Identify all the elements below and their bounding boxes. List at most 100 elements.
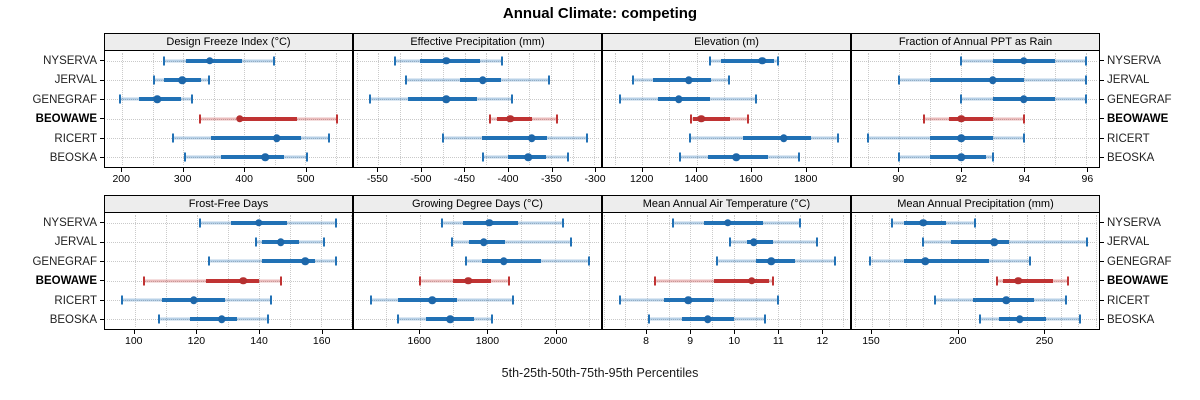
- cap-95th-beowawe: [279, 276, 282, 286]
- gridline: [992, 215, 994, 327]
- gridline: [258, 215, 260, 327]
- gridline: [421, 53, 423, 165]
- gridline: [134, 215, 136, 327]
- cap-95th-genegraf: [191, 94, 194, 104]
- site-label-ricert: RICERT: [54, 132, 97, 145]
- gridline: [756, 215, 757, 327]
- median-dot-jerval: [685, 76, 693, 84]
- cap-95th-ricert: [512, 295, 515, 305]
- x-tick-mark: [734, 330, 736, 334]
- cap-95th-beoska: [267, 314, 270, 324]
- gridline: [832, 53, 834, 165]
- median-dot-jerval: [988, 76, 997, 84]
- gridline: [152, 53, 154, 165]
- row-tick-right: [1100, 98, 1104, 100]
- gridline: [165, 215, 167, 327]
- row-guide-line: [854, 99, 1097, 101]
- cap-5th-genegraf: [464, 256, 467, 266]
- cap-5th-jerval: [897, 75, 900, 85]
- cap-95th-ricert: [586, 133, 589, 143]
- cap-95th-jerval: [548, 75, 551, 85]
- x-tick-mark: [641, 168, 643, 172]
- site-label-beoska: BEOSKA: [1107, 152, 1155, 165]
- cap-95th-ricert: [776, 295, 779, 305]
- row-guide-line: [605, 242, 848, 243]
- median-dot-beoska: [217, 315, 226, 324]
- gridline: [1055, 53, 1057, 165]
- cap-5th-genegraf: [869, 256, 872, 266]
- row-tick-right: [1100, 318, 1104, 320]
- x-tick-label: -450: [453, 173, 475, 185]
- cap-95th-beoska: [798, 152, 801, 162]
- panel-strip-fraction-of-annual-ppt-as-rain: Fraction of Annual PPT as Rain: [851, 33, 1100, 51]
- panel-axis-elevation-m: 1200 1400 1600 1800: [602, 168, 851, 188]
- median-dot-jerval: [480, 238, 488, 246]
- row-guide-line: [356, 300, 599, 301]
- range-25-75-nyserva: [720, 58, 774, 63]
- gridline: [615, 53, 617, 165]
- row-guide-line: [356, 99, 599, 101]
- gridline: [588, 215, 590, 327]
- x-tick-label: -400: [497, 173, 519, 185]
- site-label-genegraf: GENEGRAF: [32, 255, 97, 268]
- row-tick-right: [1100, 299, 1104, 301]
- range-25-75-genegraf: [658, 97, 710, 102]
- gridline: [1078, 215, 1080, 327]
- x-tick-label: -500: [410, 173, 432, 185]
- range-25-75-nyserva: [703, 220, 763, 225]
- gridline: [1043, 215, 1045, 327]
- gridline: [898, 53, 900, 165]
- x-tick-label: 120: [187, 335, 206, 347]
- cap-5th-jerval: [728, 237, 731, 247]
- row-tick-left: [100, 222, 104, 224]
- panel-axis-mean-annual-air-temperature-c: 8 9 10 11 12: [602, 330, 851, 350]
- x-tick-mark: [750, 168, 752, 172]
- gridline: [507, 53, 509, 165]
- site-label-beoska: BEOSKA: [49, 152, 97, 165]
- x-tick-label: -350: [540, 173, 563, 185]
- row-tick-right: [1100, 118, 1104, 120]
- x-tick-mark: [321, 330, 323, 334]
- median-dot-beoska: [732, 153, 741, 162]
- row-guide-line: [107, 80, 350, 81]
- site-label-jerval: JERVAL: [54, 74, 97, 87]
- gridline: [624, 215, 626, 327]
- median-dot-genegraf: [921, 257, 929, 266]
- range-25-75-ricert: [481, 136, 547, 140]
- row-tick-left: [100, 299, 104, 301]
- x-tick-label: 400: [235, 173, 253, 185]
- x-tick-mark: [377, 168, 379, 172]
- median-dot-nyserva: [206, 56, 214, 65]
- row-guide-line: [356, 157, 599, 159]
- cap-95th-genegraf: [587, 256, 590, 266]
- cap-95th-nyserva: [1085, 56, 1088, 66]
- gridline: [734, 215, 736, 327]
- site-labels-left: NYSERVA JERVAL GENEGRAF BEOWAWE RICERT BEOSKA: [0, 213, 104, 330]
- cap-95th-genegraf: [511, 94, 514, 104]
- median-dot-nyserva: [758, 56, 766, 65]
- gridline: [419, 215, 421, 327]
- gridline: [854, 215, 856, 327]
- median-dot-genegraf: [767, 257, 776, 266]
- figure-caption: 5th-25th-50th-75th-95th Percentiles: [501, 366, 699, 380]
- gridline: [940, 215, 942, 327]
- panel-plot-design-freeze-index-c: [100, 51, 353, 168]
- panel-plot-mean-annual-air-temperature-c: [602, 213, 851, 330]
- row-tick-right: [1100, 137, 1104, 139]
- gridline: [642, 53, 644, 165]
- site-label-genegraf: GENEGRAF: [1107, 255, 1172, 268]
- cap-95th-ricert: [1065, 295, 1068, 305]
- median-dot-beowawe: [747, 276, 756, 285]
- x-tick-label: 92: [955, 173, 968, 185]
- cap-95th-beoska: [763, 314, 766, 324]
- cap-5th-ricert: [934, 295, 937, 305]
- gridline: [572, 53, 574, 165]
- cap-5th-beoska: [678, 152, 681, 162]
- cap-5th-beowawe: [654, 276, 657, 286]
- cap-95th-genegraf: [755, 94, 758, 104]
- x-tick-label: 10: [728, 335, 741, 347]
- row-tick-left: [100, 260, 104, 262]
- row-guide-line: [356, 319, 599, 321]
- gridline: [957, 215, 959, 327]
- range-25-75-genegraf: [904, 259, 989, 264]
